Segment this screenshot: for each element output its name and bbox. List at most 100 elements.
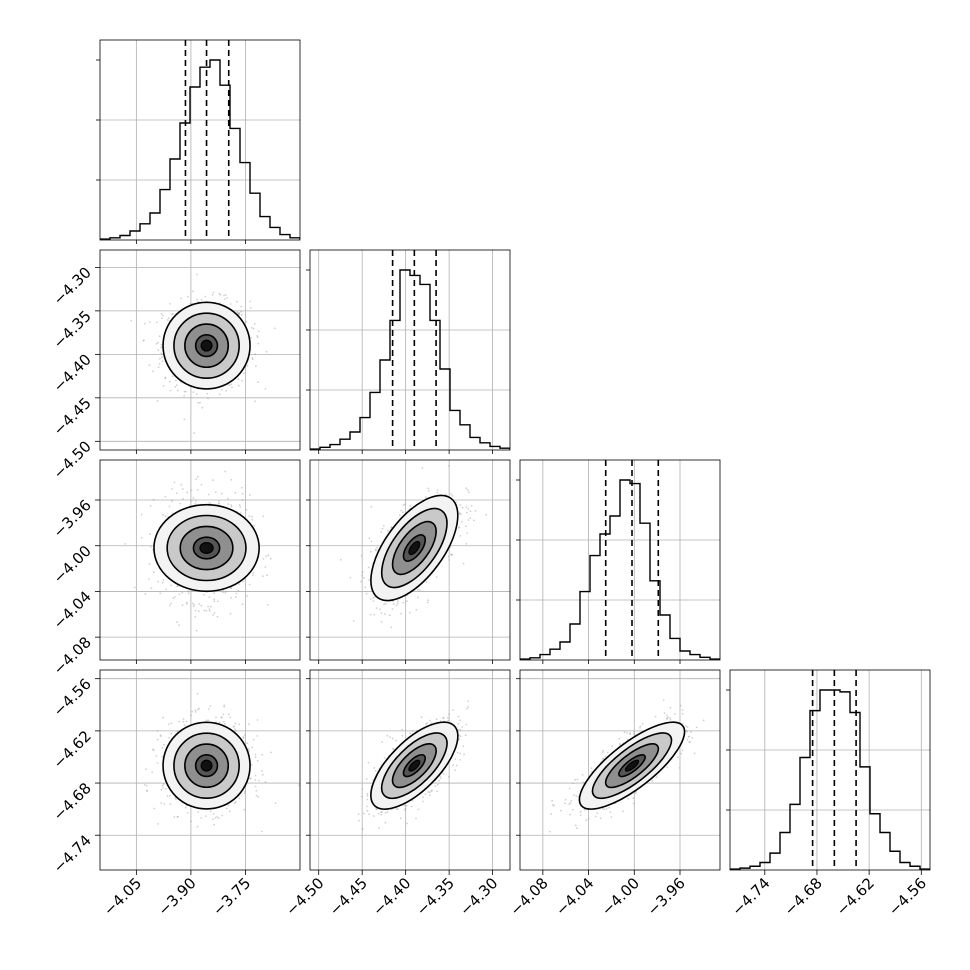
sample-point — [361, 788, 363, 790]
sample-point — [187, 590, 190, 592]
sample-point — [200, 298, 203, 301]
sample-point — [390, 626, 393, 629]
sample-point — [242, 736, 245, 738]
sample-point — [264, 566, 267, 568]
sample-point — [456, 751, 459, 754]
density-peak — [200, 339, 213, 352]
sample-point — [171, 375, 174, 377]
sample-point — [181, 604, 184, 606]
sample-point — [254, 756, 257, 758]
sample-point — [442, 717, 445, 719]
hist-panel-3 — [730, 670, 930, 870]
sample-point — [227, 503, 230, 505]
sample-point — [169, 380, 171, 383]
sample-point — [570, 799, 573, 802]
sample-point — [435, 718, 438, 721]
sample-point — [182, 498, 185, 500]
sample-point — [193, 432, 196, 434]
sample-point — [249, 494, 251, 496]
sample-point — [452, 764, 455, 767]
sample-point — [458, 512, 461, 515]
sample-point — [221, 388, 223, 391]
sample-point — [158, 335, 161, 338]
sample-point — [214, 817, 217, 819]
sample-point — [183, 394, 186, 397]
sample-point — [427, 487, 430, 490]
sample-point — [161, 581, 164, 584]
sample-point — [215, 716, 217, 719]
sample-point — [255, 794, 258, 797]
sample-point — [183, 390, 186, 393]
sample-point — [442, 716, 444, 719]
sample-point — [564, 802, 566, 805]
sample-point — [243, 734, 246, 736]
sample-point — [450, 553, 453, 556]
sample-point — [194, 615, 197, 618]
sample-point — [368, 579, 370, 581]
sample-point — [230, 587, 233, 590]
sample-point — [458, 738, 461, 741]
sample-point — [261, 753, 264, 756]
sample-point — [169, 794, 172, 797]
sample-point — [178, 624, 180, 626]
sample-point — [266, 603, 269, 606]
sample-point — [568, 803, 571, 805]
sample-point — [162, 514, 164, 516]
sample-point — [216, 816, 219, 818]
sample-point — [365, 778, 368, 780]
sample-point — [190, 489, 193, 492]
sample-point — [632, 797, 634, 800]
sample-point — [213, 592, 216, 595]
sample-point — [358, 819, 360, 822]
hist-frame — [99, 39, 301, 241]
sample-point — [420, 716, 423, 719]
sample-point — [459, 504, 462, 506]
hist-bars — [520, 479, 720, 660]
sample-point — [207, 605, 210, 608]
sample-point — [465, 487, 468, 490]
sample-point — [167, 317, 170, 319]
sample-point — [459, 719, 461, 722]
sample-point — [395, 739, 397, 742]
sample-point — [230, 596, 233, 599]
scatter-frame — [309, 459, 511, 661]
sample-point — [234, 728, 236, 731]
sample-point — [217, 503, 220, 505]
sample-point — [199, 401, 201, 404]
sample-point — [383, 757, 386, 759]
sample-point — [182, 488, 184, 490]
scatter-panel-3-0 — [100, 670, 300, 870]
sample-point — [198, 603, 200, 605]
sample-point — [238, 504, 241, 506]
sample-point — [367, 566, 370, 569]
sample-point — [238, 312, 241, 314]
sample-point — [459, 512, 461, 515]
sample-point — [404, 809, 406, 811]
sample-point — [459, 752, 461, 755]
sample-point — [261, 773, 264, 776]
sample-point — [458, 526, 461, 529]
sample-point — [366, 798, 369, 801]
sample-point — [395, 807, 398, 810]
sample-point — [725, 700, 727, 702]
sample-point — [219, 293, 222, 296]
scatter-panel-3-1 — [310, 670, 510, 870]
sample-point — [447, 555, 450, 558]
sample-point — [601, 807, 604, 810]
sample-point — [256, 759, 259, 762]
sample-point — [360, 795, 363, 798]
sample-point — [183, 724, 186, 726]
sample-point — [213, 600, 216, 603]
sample-point — [455, 764, 458, 767]
sample-point — [181, 591, 184, 594]
sample-point — [230, 505, 233, 508]
sample-point — [165, 787, 167, 790]
sample-point — [230, 587, 232, 589]
sample-point — [164, 495, 167, 498]
sample-point — [208, 608, 211, 610]
sample-point — [195, 500, 197, 502]
sample-point — [142, 339, 145, 342]
sample-point — [252, 738, 255, 741]
sample-point — [167, 723, 170, 725]
